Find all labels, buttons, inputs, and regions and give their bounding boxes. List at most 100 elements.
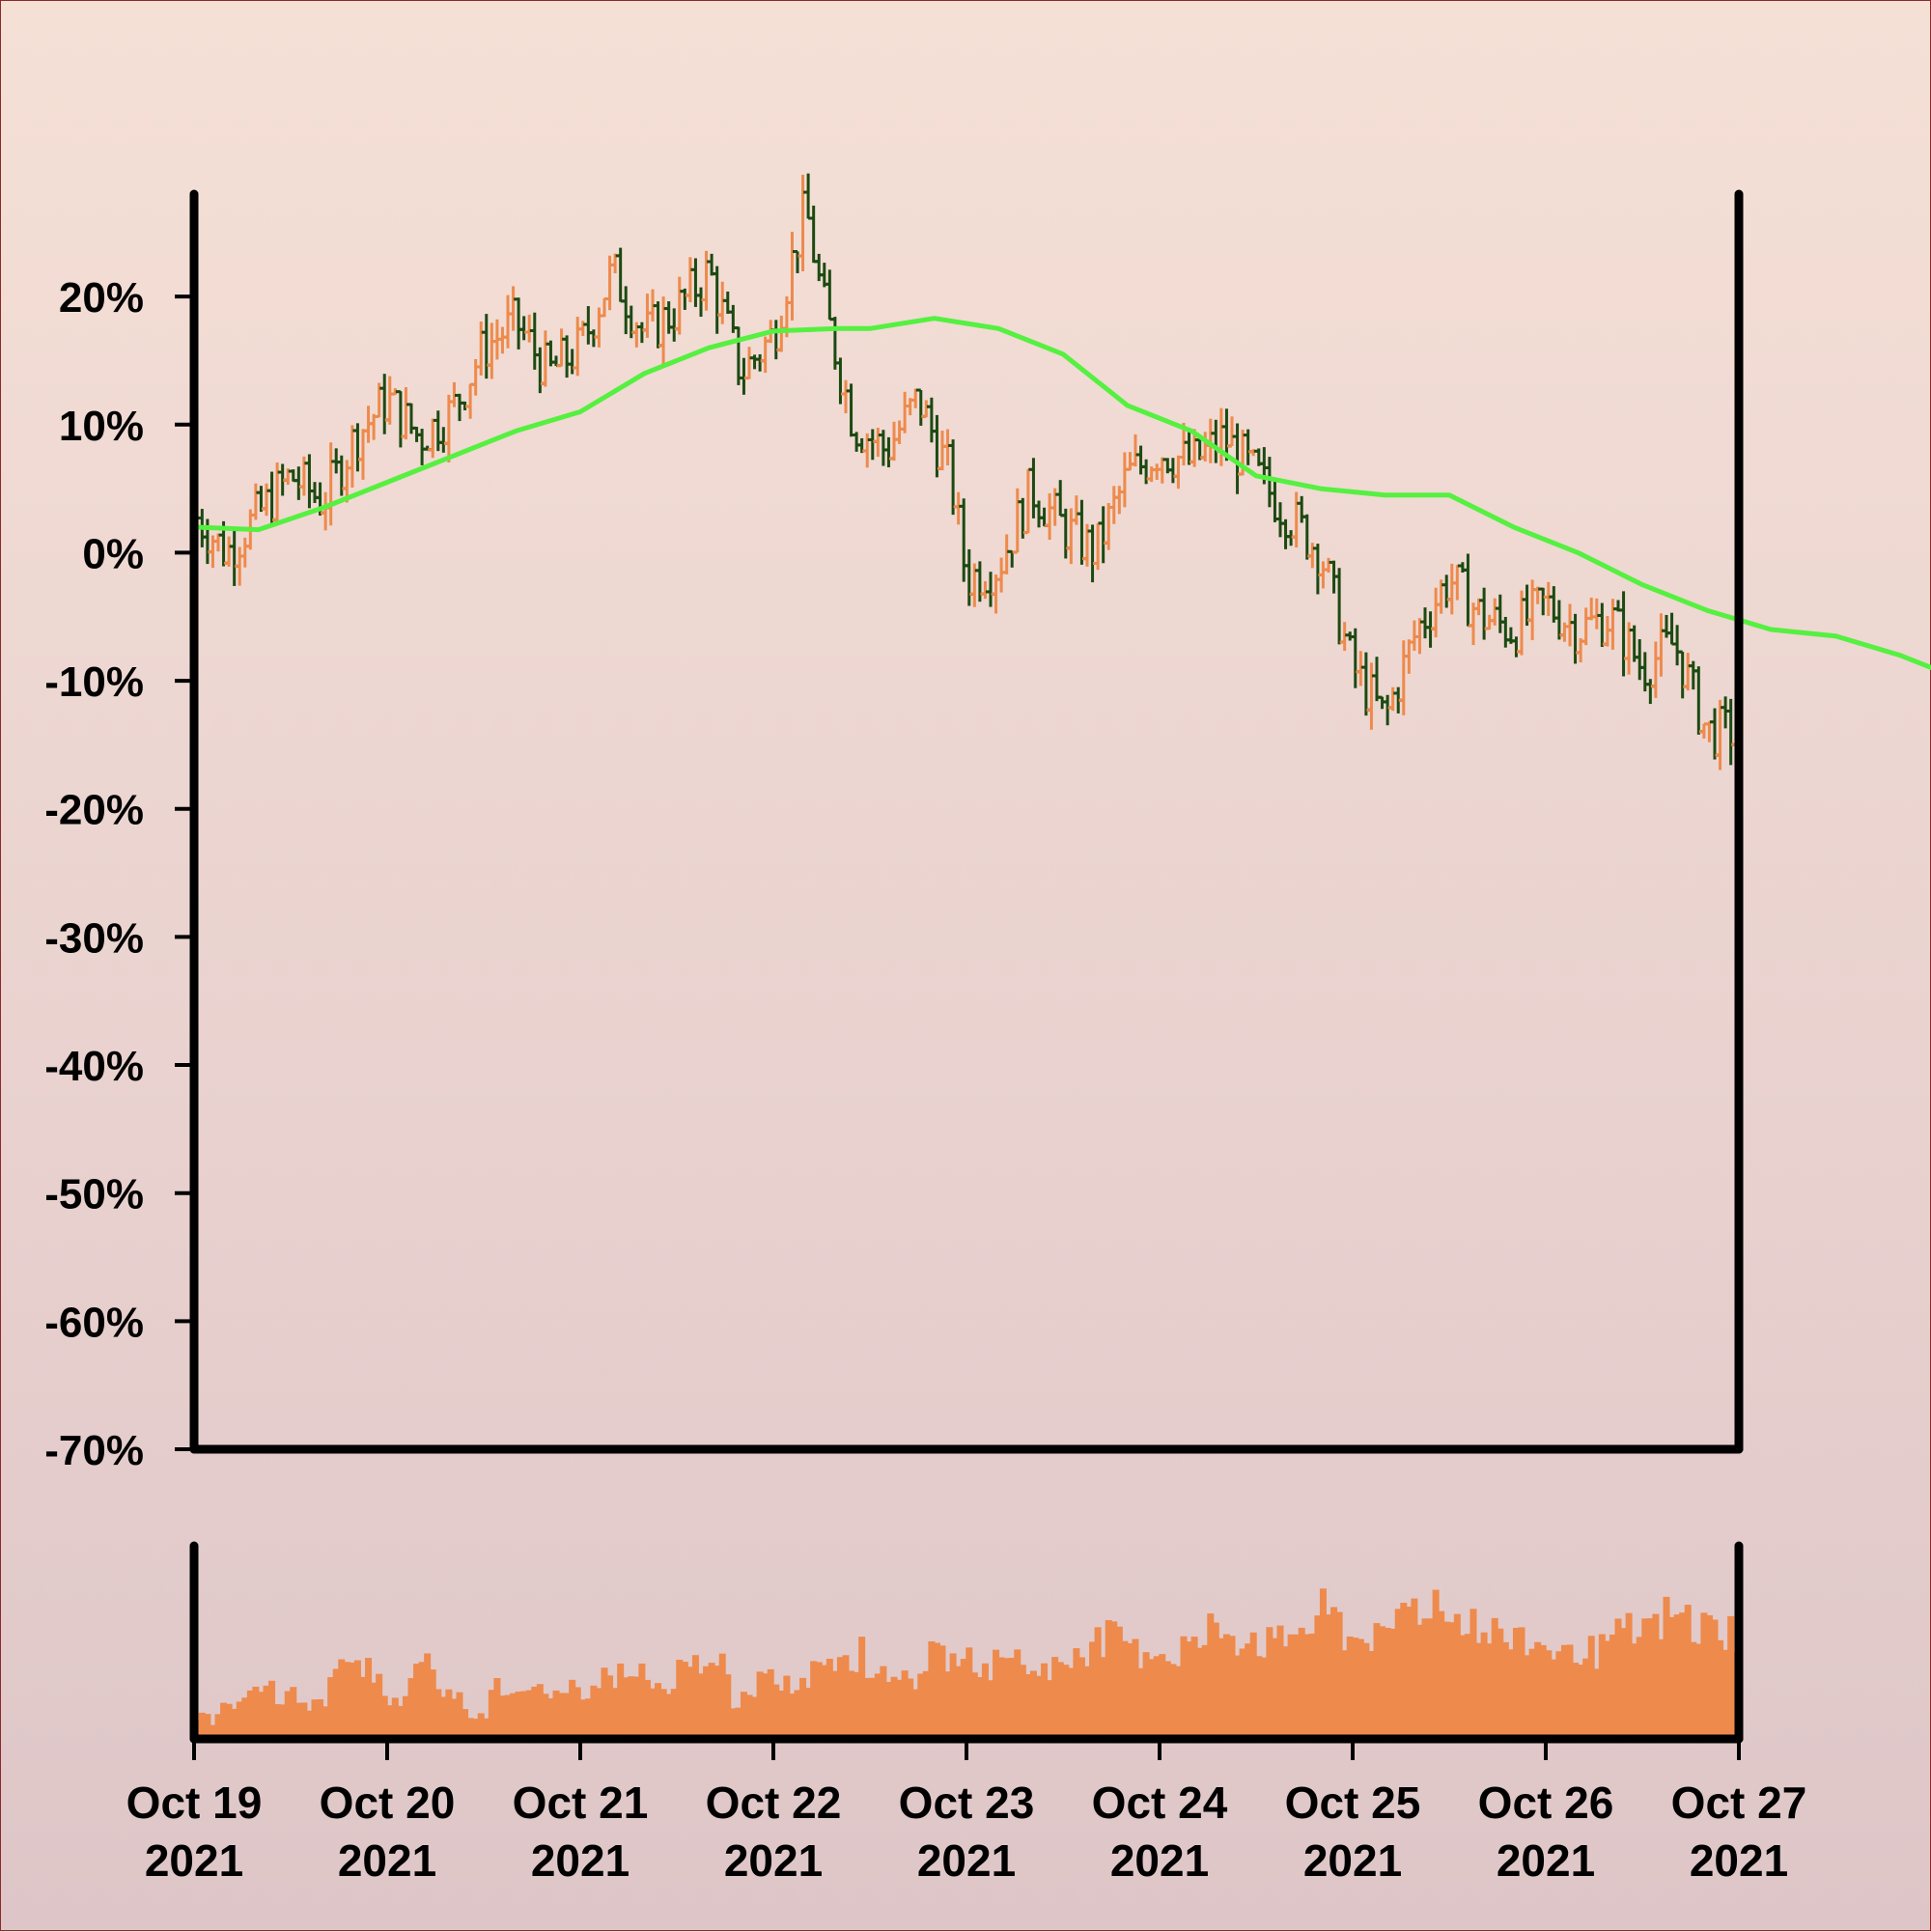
- volume-bar: [1668, 1616, 1676, 1739]
- ohlc-bar: [1693, 666, 1704, 735]
- volume-bar: [1115, 1626, 1123, 1739]
- volume-bar: [649, 1688, 657, 1739]
- ohlc-bar: [321, 491, 331, 531]
- volume-bar: [691, 1655, 699, 1739]
- volume-bar: [558, 1693, 566, 1739]
- ohlc-bar: [1725, 698, 1736, 766]
- volume-bar: [1673, 1614, 1681, 1739]
- ohlc-bar: [1270, 478, 1280, 522]
- volume-bar: [462, 1709, 469, 1739]
- volume-bar: [220, 1702, 228, 1739]
- volume-bar: [810, 1661, 818, 1739]
- ohlc-bar: [787, 232, 798, 322]
- volume-bar: [997, 1657, 1005, 1739]
- volume-bar: [434, 1689, 442, 1739]
- ohlc-bar: [1704, 720, 1715, 742]
- ohlc-bar: [1093, 521, 1104, 571]
- volume-bar: [884, 1682, 892, 1739]
- volume-bar: [1148, 1659, 1156, 1739]
- ohlc-bar: [942, 429, 953, 466]
- y-tick-label: -40%: [44, 1043, 144, 1090]
- volume-bar: [1196, 1647, 1204, 1739]
- volume-bar: [1646, 1618, 1654, 1739]
- volume-bar: [880, 1666, 887, 1739]
- volume-bar: [724, 1674, 732, 1739]
- ohlc-bar: [841, 379, 851, 414]
- ohlc-bar: [1543, 581, 1553, 616]
- volume-bar: [1287, 1634, 1295, 1739]
- ohlc-bar: [770, 320, 781, 360]
- volume-bar: [1325, 1614, 1332, 1739]
- ohlc-bar: [262, 483, 271, 517]
- volume-bar: [1560, 1644, 1568, 1739]
- ohlc-bar: [497, 326, 508, 354]
- volume-bar: [1089, 1641, 1097, 1739]
- ohlc-bar: [1608, 599, 1618, 650]
- ohlc-bar: [1484, 614, 1495, 630]
- volume-bar: [1448, 1622, 1456, 1739]
- volume-bar: [353, 1660, 361, 1739]
- volume-bar: [376, 1673, 383, 1739]
- volume-bar: [1271, 1638, 1278, 1739]
- volume-bar: [869, 1677, 877, 1739]
- ohlc-bar: [1022, 467, 1033, 535]
- volume-bar: [595, 1688, 602, 1739]
- volume-bar: [1438, 1610, 1445, 1739]
- volume-bar: [1394, 1609, 1402, 1739]
- volume-bar: [397, 1705, 405, 1739]
- volume-bar: [944, 1671, 952, 1739]
- volume-bar: [858, 1637, 866, 1739]
- volume-bar: [949, 1653, 957, 1739]
- volume-bar: [643, 1679, 651, 1739]
- volume-bar: [601, 1667, 608, 1739]
- ohlc-bar: [347, 425, 357, 489]
- volume-bar: [477, 1713, 485, 1739]
- volume-bar: [332, 1668, 340, 1739]
- volume-bar: [1222, 1634, 1230, 1739]
- ohlc-bar: [739, 357, 749, 395]
- volume-bar: [1228, 1636, 1236, 1739]
- volume-bar: [322, 1706, 329, 1739]
- ohlc-bar: [325, 442, 336, 526]
- volume-bar: [606, 1675, 614, 1739]
- ohlc-bar: [1650, 641, 1661, 698]
- volume-bar: [1415, 1624, 1423, 1739]
- volume-bar: [349, 1662, 356, 1739]
- ohlc-bar: [594, 307, 604, 348]
- volume-bar: [380, 1695, 388, 1739]
- ohlc-bar: [1618, 591, 1629, 677]
- volume-bar: [569, 1679, 576, 1739]
- ohlc-bar: [996, 557, 1007, 593]
- ohlc-bar: [910, 388, 921, 408]
- ohlc-bar: [1301, 514, 1312, 560]
- ohlc-bar: [798, 175, 808, 272]
- volume-bar: [1190, 1637, 1198, 1739]
- volume-bar: [1593, 1668, 1601, 1739]
- volume-bar: [1105, 1619, 1112, 1739]
- x-tick-label-year: 2021: [917, 1835, 1016, 1886]
- volume-bar: [1379, 1626, 1386, 1739]
- volume-bar: [413, 1664, 421, 1739]
- ohlc-bar: [1324, 557, 1333, 574]
- x-tick-label-year: 2021: [1497, 1835, 1595, 1886]
- volume-bar: [1582, 1658, 1590, 1739]
- volume-bar: [1352, 1638, 1359, 1739]
- ohlc-bar: [1677, 650, 1688, 699]
- x-tick-label-year: 2021: [1110, 1835, 1209, 1886]
- volume-bar: [1100, 1657, 1107, 1739]
- y-tick-label: -10%: [44, 658, 144, 706]
- ohlc-bar: [1645, 679, 1656, 705]
- volume-bar: [960, 1659, 967, 1739]
- volume-bar: [1346, 1636, 1354, 1739]
- y-tick-label: -70%: [44, 1427, 144, 1474]
- ohlc-bar: [562, 335, 573, 378]
- volume-bar: [911, 1689, 919, 1739]
- volume-bar: [718, 1653, 726, 1739]
- volume-bar: [745, 1694, 753, 1739]
- y-tick-label: -30%: [44, 914, 144, 962]
- volume-bar: [1518, 1627, 1525, 1739]
- ohlc-bar: [921, 400, 932, 418]
- ohlc-bar: [835, 357, 846, 405]
- ohlc-bar: [1318, 561, 1329, 589]
